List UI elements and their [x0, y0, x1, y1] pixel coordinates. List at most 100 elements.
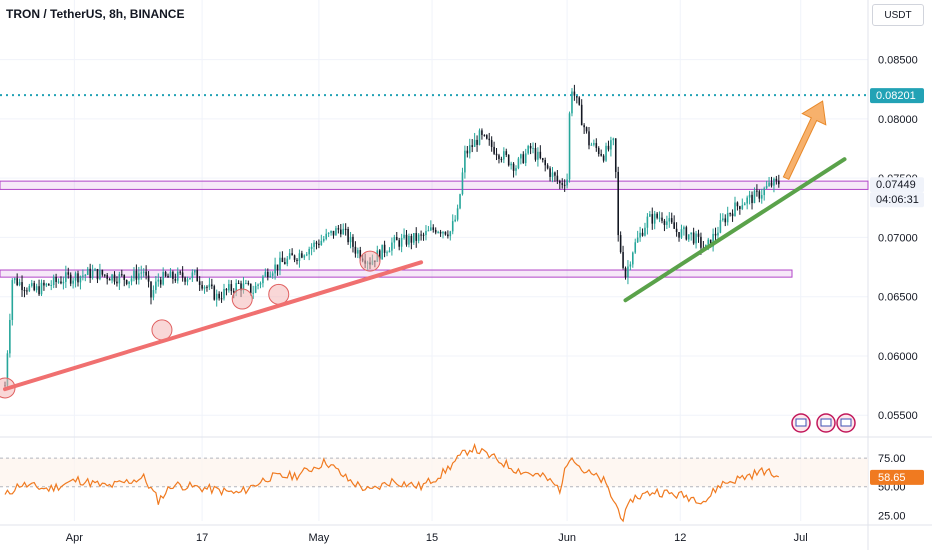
candle-body [257, 284, 259, 286]
candle-body [152, 290, 155, 298]
candle-body [724, 218, 727, 223]
candle-body [225, 288, 228, 291]
price-tick-label: 0.08000 [878, 114, 918, 126]
candle-body [430, 227, 432, 231]
candle-body [269, 275, 272, 278]
candle-body [529, 146, 532, 149]
candle-body [196, 270, 199, 282]
candle-body [420, 234, 422, 236]
touch-point-circle [268, 283, 290, 305]
candle-body [325, 233, 327, 239]
currency-selector[interactable]: USDT [872, 4, 924, 26]
candle-body [344, 228, 347, 230]
candle-body [335, 228, 337, 236]
candle-body [773, 178, 775, 186]
candle-body [456, 208, 459, 220]
candle-body [588, 131, 590, 146]
candle-body [656, 213, 658, 218]
touch-point-circle [359, 250, 381, 272]
candle-body [133, 270, 135, 279]
candle-body [561, 183, 564, 185]
candle-body [242, 283, 245, 291]
candle-body [517, 158, 520, 169]
candle-body [748, 194, 751, 198]
candle-body [731, 213, 734, 217]
candle-body [181, 272, 184, 278]
candle-body [303, 255, 306, 258]
time-tick-label: Apr [66, 532, 83, 544]
candle-body [103, 274, 106, 276]
candle-body [186, 279, 189, 282]
candle-body [573, 91, 576, 96]
candle-body [612, 138, 615, 141]
candle-body [758, 191, 761, 199]
candle-body [578, 97, 581, 105]
candle-body [405, 234, 408, 245]
candle-body [442, 231, 444, 234]
candle-body [551, 172, 554, 177]
touch-point-circle [151, 319, 173, 341]
candle-body [50, 284, 53, 286]
candle-body [111, 274, 113, 281]
candle-body [556, 175, 559, 182]
candle-body [320, 240, 323, 246]
candle-body [113, 274, 116, 282]
candle-body [751, 194, 753, 204]
candle-body [507, 154, 510, 166]
candle-body [559, 181, 561, 184]
price-tick-label: 0.06000 [878, 351, 918, 363]
time-tick-label: Jun [558, 532, 576, 544]
candle-body [220, 298, 223, 300]
price-axis: 0.085000.080000.075000.070000.065000.060… [870, 55, 924, 422]
candle-body [537, 151, 539, 160]
candle-body [91, 270, 94, 278]
candle-body [179, 271, 181, 273]
candle-body [729, 213, 731, 215]
candle-body [471, 145, 473, 147]
candle-body [524, 153, 527, 164]
rsi-line [4, 442, 780, 523]
candle-body [40, 282, 43, 295]
candle-body [67, 272, 70, 275]
candle-body [57, 281, 60, 283]
candle-body [666, 221, 668, 225]
candle-body [668, 218, 671, 222]
candle-body [271, 273, 274, 276]
candle-body [632, 252, 634, 265]
candle-body [520, 154, 522, 159]
candle-body [675, 228, 678, 233]
candle-body [118, 274, 121, 284]
candle-body [162, 272, 164, 285]
candle-body [415, 233, 418, 241]
candle-body [89, 268, 91, 278]
candle-body [670, 218, 673, 223]
time-tick-label: Jul [794, 532, 808, 544]
candle-body [639, 232, 641, 238]
candle-body [546, 165, 549, 169]
candle-body [400, 238, 403, 247]
candle-body [743, 203, 746, 206]
countdown-label-bg [870, 192, 924, 208]
price-tick-label: 0.07000 [878, 232, 918, 244]
candle-body [264, 271, 267, 277]
candle-body [159, 279, 162, 285]
candle-body [403, 234, 405, 239]
candle-body [541, 158, 544, 161]
candle-body [641, 232, 644, 236]
candle-body [33, 283, 35, 291]
candle-body [378, 250, 381, 260]
chart-title: TRON / TetherUS, 8h, BINANCE [6, 7, 185, 21]
candle-body [305, 254, 308, 256]
candle-body [595, 143, 598, 148]
candle-body [155, 281, 157, 291]
candle-body [622, 252, 624, 268]
candle-body [629, 264, 632, 267]
candle-body [145, 271, 147, 276]
candle-body [128, 281, 130, 284]
candle-body [55, 276, 57, 282]
price-tick-label: 0.05500 [878, 410, 918, 422]
candle-body [43, 282, 45, 286]
candle-body [624, 267, 627, 278]
candle-body [617, 171, 619, 236]
